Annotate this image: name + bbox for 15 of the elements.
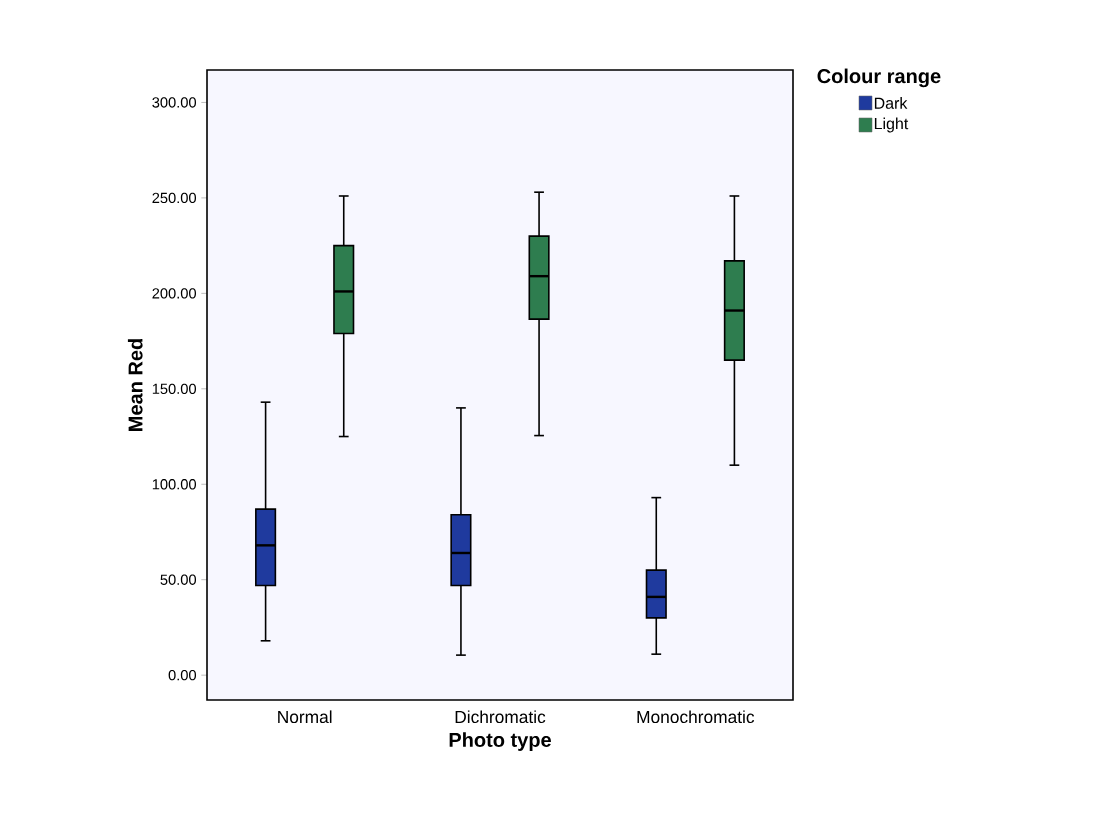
x-tick-label: Dichromatic (455, 710, 546, 724)
y-tick-label: 0.00 (168, 669, 197, 681)
legend-label: Light (874, 117, 909, 133)
y-tick-label: 200.00 (152, 288, 197, 299)
x-tick-label: Monochromatic (637, 710, 755, 724)
y-tick-label: 50.00 (160, 574, 197, 585)
y-axis-title: Mean Red (127, 339, 143, 431)
legend-title: Colour range (817, 68, 941, 88)
x-axis-title: Photo type (449, 732, 551, 751)
x-tick-label: Normal (278, 710, 332, 724)
y-tick-label: 250.00 (152, 192, 197, 204)
legend-label: Dark (874, 97, 908, 109)
y-tick-label: 300.00 (152, 97, 197, 108)
y-tick-label: 150.00 (152, 383, 197, 394)
y-tick-label: 100.00 (152, 479, 197, 490)
